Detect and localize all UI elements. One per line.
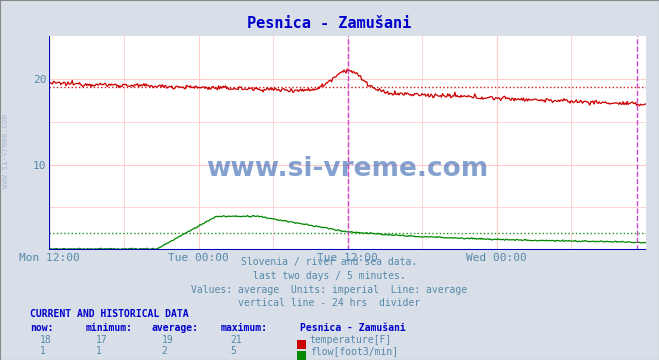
- Text: 17: 17: [96, 335, 107, 345]
- Text: 18: 18: [40, 335, 51, 345]
- Text: last two days / 5 minutes.: last two days / 5 minutes.: [253, 271, 406, 281]
- Text: maximum:: maximum:: [221, 323, 268, 333]
- Text: Slovenia / river and sea data.: Slovenia / river and sea data.: [241, 257, 418, 267]
- Text: average:: average:: [152, 323, 198, 333]
- Text: 1: 1: [40, 346, 45, 356]
- Text: 19: 19: [161, 335, 173, 345]
- Text: www.si-vreme.com: www.si-vreme.com: [1, 114, 10, 188]
- Text: 5: 5: [231, 346, 237, 356]
- Text: Pesnica - Zamušani: Pesnica - Zamušani: [300, 323, 405, 333]
- Text: temperature[F]: temperature[F]: [310, 335, 392, 345]
- Text: CURRENT AND HISTORICAL DATA: CURRENT AND HISTORICAL DATA: [30, 309, 188, 319]
- Text: vertical line - 24 hrs  divider: vertical line - 24 hrs divider: [239, 298, 420, 309]
- Text: 21: 21: [231, 335, 243, 345]
- Text: Values: average  Units: imperial  Line: average: Values: average Units: imperial Line: av…: [191, 285, 468, 295]
- Text: flow[foot3/min]: flow[foot3/min]: [310, 346, 398, 356]
- Text: www.si-vreme.com: www.si-vreme.com: [206, 156, 489, 182]
- Text: now:: now:: [30, 323, 53, 333]
- Text: Pesnica - Zamušani: Pesnica - Zamušani: [247, 16, 412, 31]
- Text: 2: 2: [161, 346, 167, 356]
- Text: minimum:: minimum:: [86, 323, 132, 333]
- Text: 1: 1: [96, 346, 101, 356]
